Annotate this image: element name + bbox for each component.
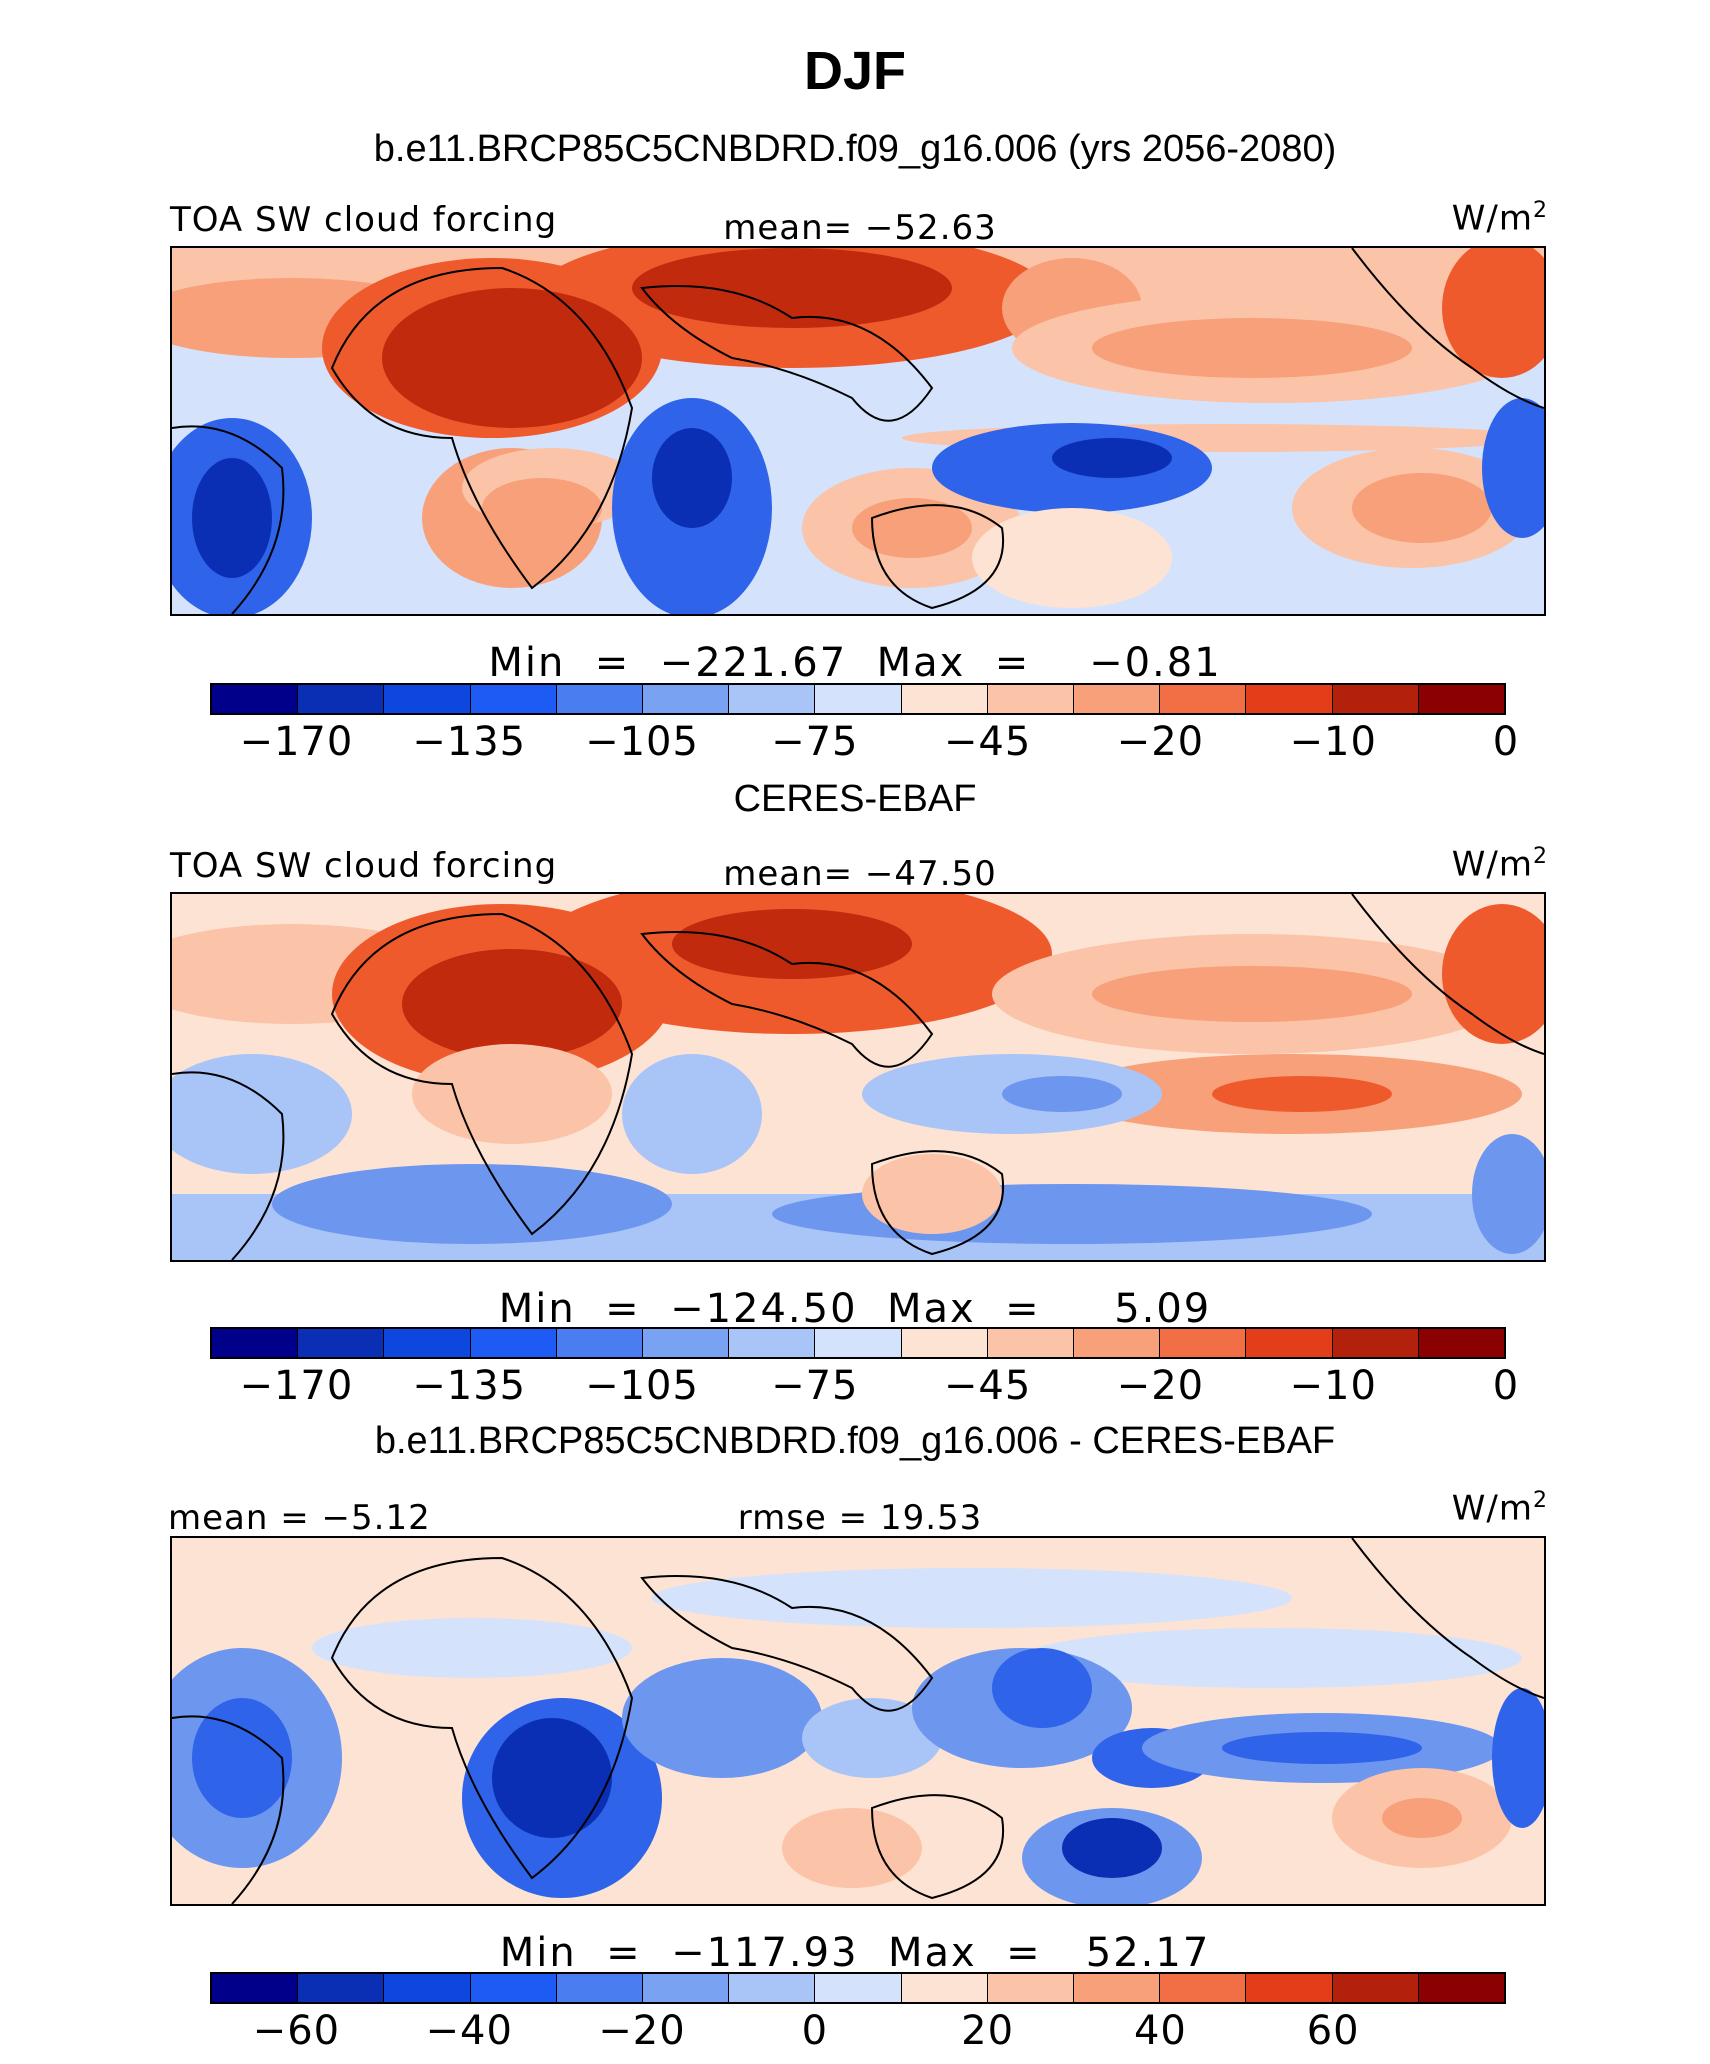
colorbar-box bbox=[556, 685, 644, 713]
colorbar-tick-label: 0 bbox=[801, 2008, 829, 2054]
colorbar-tick-label: 0 bbox=[1492, 1363, 1520, 1409]
panel-3-mean-label: mean = −5.12 bbox=[168, 1498, 431, 1538]
colorbar-tick-label: −60 bbox=[252, 2008, 341, 2054]
colorbar-box bbox=[1332, 685, 1419, 713]
panel-2-mean-label: mean= −47.50 bbox=[723, 854, 997, 894]
colorbar-box bbox=[298, 1329, 385, 1357]
colorbar-tick-label: −20 bbox=[598, 2008, 686, 2054]
panel-3-map-svg bbox=[172, 1538, 1544, 1904]
colorbar-tick-label: −10 bbox=[1289, 719, 1377, 765]
panel-1-min-max: Min = −221.67 Max = −0.81 bbox=[488, 640, 1222, 686]
panel-2-colorbar bbox=[210, 1327, 1506, 1359]
panel-1-map-svg bbox=[172, 248, 1544, 614]
colorbar-box bbox=[1160, 1974, 1247, 2002]
colorbar-tick-label: −170 bbox=[239, 719, 354, 765]
panel-2-unit-label: W/m2 bbox=[1451, 844, 1548, 885]
colorbar-box bbox=[1074, 1974, 1161, 2002]
colorbar-box bbox=[384, 685, 471, 713]
colorbar-box bbox=[212, 1329, 299, 1357]
panel-1-colorbar bbox=[210, 683, 1506, 715]
panel-3-min-max: Min = −117.93 Max = 52.17 bbox=[499, 1930, 1211, 1976]
colorbar-box bbox=[815, 1974, 902, 2002]
colorbar-box bbox=[1160, 1329, 1247, 1357]
colorbar-box bbox=[1074, 1329, 1161, 1357]
panel-2-map-svg bbox=[172, 894, 1544, 1260]
colorbar-box bbox=[1418, 1974, 1505, 2002]
colorbar-tick-label: −135 bbox=[412, 1363, 527, 1409]
colorbar-box bbox=[1332, 1329, 1419, 1357]
colorbar-tick-label: −45 bbox=[943, 719, 1032, 765]
colorbar-box bbox=[212, 685, 299, 713]
colorbar-box bbox=[729, 1329, 816, 1357]
colorbar-box bbox=[556, 1974, 644, 2002]
colorbar-box bbox=[901, 1329, 988, 1357]
panel-2-variable-label: TOA SW cloud forcing bbox=[170, 846, 558, 886]
panel-2-colorbar-ticks: −170 −135 −105 −75 −45 −20 −10 0 bbox=[210, 1363, 1518, 1411]
colorbar-box bbox=[1246, 1974, 1333, 2002]
colorbar-tick-label: −40 bbox=[425, 2008, 513, 2054]
panel-2-min-max: Min = −124.50 Max = 5.09 bbox=[498, 1286, 1212, 1332]
colorbar-tick-label: −105 bbox=[585, 719, 699, 765]
colorbar-box bbox=[1074, 685, 1161, 713]
colorbar-tick-label: −135 bbox=[412, 719, 527, 765]
colorbar-box bbox=[384, 1974, 471, 2002]
colorbar-tick-label: −170 bbox=[239, 1363, 354, 1409]
colorbar-box bbox=[470, 1974, 557, 2002]
colorbar-box bbox=[643, 685, 730, 713]
colorbar-box bbox=[212, 1974, 299, 2002]
colorbar-tick-label: 60 bbox=[1306, 2008, 1360, 2054]
colorbar-tick-label: 0 bbox=[1492, 719, 1520, 765]
colorbar-box bbox=[729, 685, 816, 713]
colorbar-tick-label: −45 bbox=[943, 1363, 1032, 1409]
colorbar-box bbox=[1160, 685, 1247, 713]
colorbar-box bbox=[643, 1974, 730, 2002]
colorbar-tick-label: −105 bbox=[585, 1363, 699, 1409]
panel-3-colorbar-ticks: −60 −40 −20 0 20 40 60 bbox=[210, 2008, 1506, 2056]
colorbar-box bbox=[298, 685, 385, 713]
colorbar-box bbox=[987, 1974, 1075, 2002]
colorbar-box bbox=[987, 1329, 1075, 1357]
main-title: DJF bbox=[803, 41, 906, 101]
colorbar-box bbox=[556, 1329, 644, 1357]
panel-1-unit-label: W/m2 bbox=[1451, 198, 1548, 239]
colorbar-tick-label: −20 bbox=[1116, 719, 1205, 765]
colorbar-box bbox=[298, 1974, 385, 2002]
colorbar-box bbox=[901, 685, 988, 713]
colorbar-tick-label: −75 bbox=[771, 719, 859, 765]
colorbar-box bbox=[729, 1974, 816, 2002]
panel-2-map bbox=[170, 892, 1546, 1262]
colorbar-tick-label: −75 bbox=[771, 1363, 859, 1409]
panel-3-rmse-label: rmse = 19.53 bbox=[737, 1498, 983, 1538]
colorbar-box bbox=[1418, 685, 1505, 713]
colorbar-box bbox=[815, 1329, 902, 1357]
colorbar-box bbox=[470, 1329, 557, 1357]
colorbar-tick-label: 20 bbox=[961, 2008, 1015, 2054]
panel-1-colorbar-ticks: −170 −135 −105 −75 −45 −20 −10 0 bbox=[210, 719, 1518, 767]
panel-1-variable-label: TOA SW cloud forcing bbox=[170, 200, 558, 240]
colorbar-box bbox=[470, 685, 557, 713]
colorbar-tick-label: −10 bbox=[1289, 1363, 1377, 1409]
colorbar-box bbox=[901, 1974, 988, 2002]
colorbar-box bbox=[1418, 1329, 1505, 1357]
colorbar-box bbox=[1246, 1329, 1333, 1357]
panel-1-map bbox=[170, 246, 1546, 616]
panel-1-title: b.e11.BRCP85C5CNBDRD.f09_g16.006 (yrs 20… bbox=[373, 128, 1337, 170]
colorbar-box bbox=[1246, 685, 1333, 713]
colorbar-box bbox=[384, 1329, 471, 1357]
colorbar-box bbox=[815, 685, 902, 713]
panel-3-title: b.e11.BRCP85C5CNBDRD.f09_g16.006 - CERES… bbox=[374, 1420, 1336, 1462]
colorbar-box bbox=[643, 1329, 730, 1357]
panel-1-mean-label: mean= −52.63 bbox=[723, 208, 997, 248]
panel-2-title: CERES-EBAF bbox=[733, 778, 977, 820]
panel-3-map bbox=[170, 1536, 1546, 1906]
panel-3-unit-label: W/m2 bbox=[1451, 1488, 1548, 1529]
colorbar-tick-label: 40 bbox=[1133, 2008, 1187, 2054]
colorbar-box bbox=[1332, 1974, 1419, 2002]
panel-3-colorbar bbox=[210, 1972, 1506, 2004]
colorbar-tick-label: −20 bbox=[1116, 1363, 1205, 1409]
colorbar-box bbox=[987, 685, 1075, 713]
